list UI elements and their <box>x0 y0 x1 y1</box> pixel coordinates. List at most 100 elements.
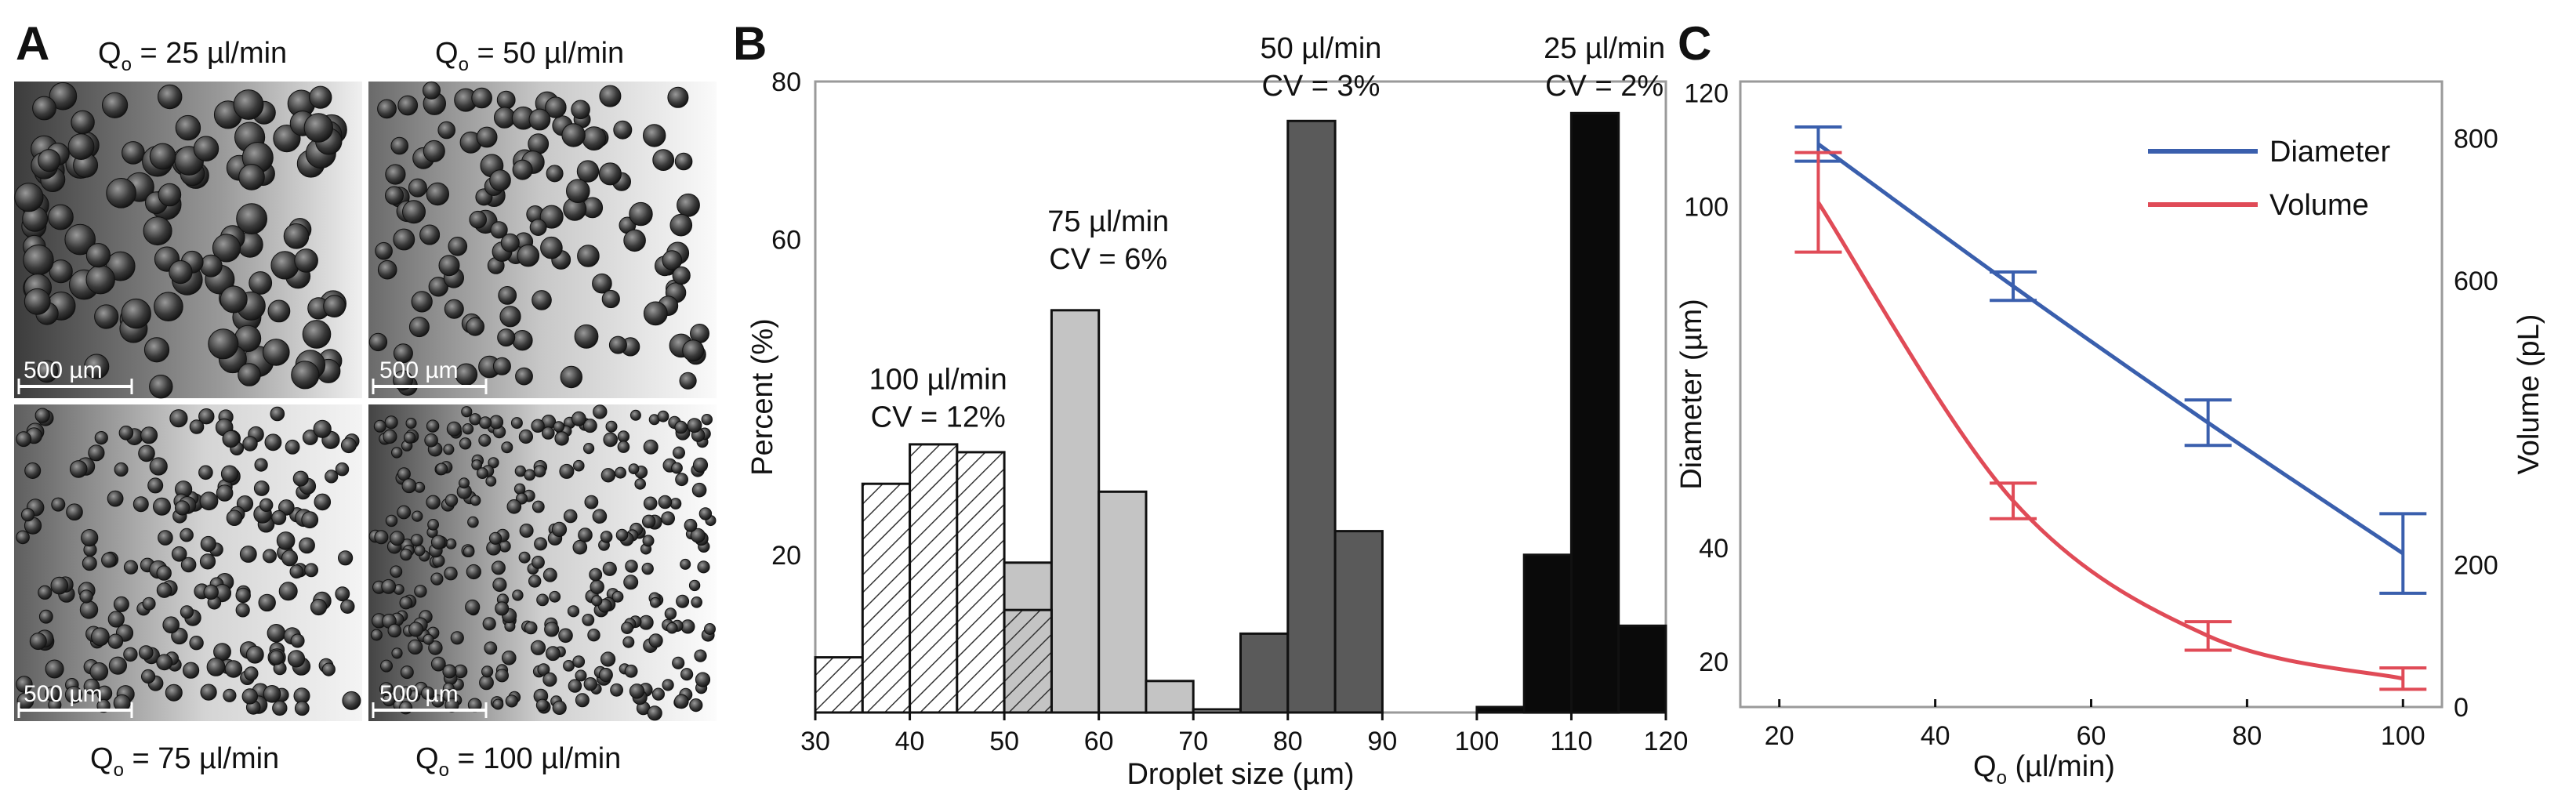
histogram-bar <box>1192 708 1242 714</box>
droplet <box>466 564 481 580</box>
droplet <box>45 686 60 702</box>
y-tick-label: 120 <box>1684 79 1729 109</box>
droplet <box>373 419 386 433</box>
droplet <box>32 96 56 121</box>
bar-annotation: 50 µl/min <box>1260 32 1381 65</box>
droplet <box>263 549 277 564</box>
droplet <box>183 662 200 679</box>
droplet <box>271 509 287 525</box>
droplet <box>276 531 296 550</box>
scale-bar-label: 500 µm <box>24 681 103 707</box>
droplet <box>658 495 673 509</box>
droplet <box>676 594 690 608</box>
droplet <box>563 509 578 524</box>
droplet <box>613 120 633 140</box>
droplet <box>391 447 403 459</box>
droplet <box>189 636 204 651</box>
droplet <box>438 255 460 277</box>
droplet <box>641 562 654 575</box>
droplet <box>544 622 560 637</box>
y-tick-label: 100 <box>1684 193 1729 223</box>
droplet <box>113 596 129 612</box>
droplet <box>158 84 183 110</box>
droplet <box>102 92 129 118</box>
droplet <box>672 266 691 285</box>
droplet <box>426 182 449 206</box>
droplet <box>643 301 668 326</box>
droplet <box>79 589 93 604</box>
flow-label-50: Qo = 50 µl/min <box>435 37 624 75</box>
droplet <box>200 535 216 553</box>
droplet <box>669 498 682 509</box>
droplet <box>691 596 703 608</box>
droplet <box>490 221 508 239</box>
droplet <box>139 645 154 660</box>
droplet <box>203 584 219 600</box>
droplet <box>391 647 403 659</box>
droplet <box>524 621 538 635</box>
droplet <box>423 140 445 162</box>
droplet <box>294 248 318 273</box>
bar-annotation: 25 µl/min <box>1544 32 1665 65</box>
droplet <box>158 183 182 207</box>
droplet <box>688 579 701 592</box>
histogram-bar <box>956 451 1006 714</box>
droplet <box>566 179 590 203</box>
droplet <box>281 549 298 567</box>
histogram-bar <box>1286 119 1337 714</box>
histogram-bar <box>1333 530 1384 714</box>
droplet <box>485 476 497 487</box>
droplet <box>180 557 197 573</box>
droplet <box>583 443 595 455</box>
droplet <box>512 159 533 180</box>
droplet <box>430 572 444 586</box>
droplet <box>408 639 423 655</box>
droplet <box>672 656 685 669</box>
droplet <box>370 629 383 641</box>
droplet <box>608 335 627 354</box>
droplet <box>576 160 600 183</box>
droplet <box>220 285 248 314</box>
droplet <box>283 223 310 249</box>
droplet <box>290 633 305 648</box>
droplet <box>552 700 567 716</box>
droplet <box>598 162 622 186</box>
droplet <box>444 567 458 581</box>
droplet <box>535 698 549 712</box>
droplet <box>143 337 170 363</box>
droplet <box>561 123 586 147</box>
droplet <box>169 409 188 428</box>
x-tick-label: 100 <box>1455 727 1500 756</box>
droplet <box>571 100 590 120</box>
droplet <box>14 183 44 212</box>
droplet <box>342 691 361 710</box>
droplet <box>587 629 600 642</box>
droplet <box>107 633 124 649</box>
droplet <box>385 164 406 185</box>
droplet <box>340 599 355 614</box>
droplet <box>303 113 333 143</box>
droplet <box>512 330 533 351</box>
droplet <box>462 423 474 435</box>
droplet <box>529 219 547 237</box>
droplet <box>408 622 424 637</box>
droplet <box>476 126 498 148</box>
x-tick-label: 100 <box>2381 721 2425 751</box>
droplet <box>335 586 350 602</box>
droplet <box>171 546 187 562</box>
droplet <box>180 528 194 542</box>
droplet <box>444 494 459 507</box>
droplet <box>682 339 705 362</box>
droplet <box>235 587 251 604</box>
droplet <box>488 457 499 469</box>
droplet <box>502 651 517 665</box>
histogram-bar <box>1050 309 1101 714</box>
droplet <box>51 497 66 512</box>
bar-annotation: 75 µl/min <box>1047 205 1169 238</box>
droplet <box>463 546 475 558</box>
droplet <box>491 560 506 575</box>
droplet <box>244 666 259 681</box>
droplet <box>652 149 675 172</box>
droplet <box>478 433 492 447</box>
